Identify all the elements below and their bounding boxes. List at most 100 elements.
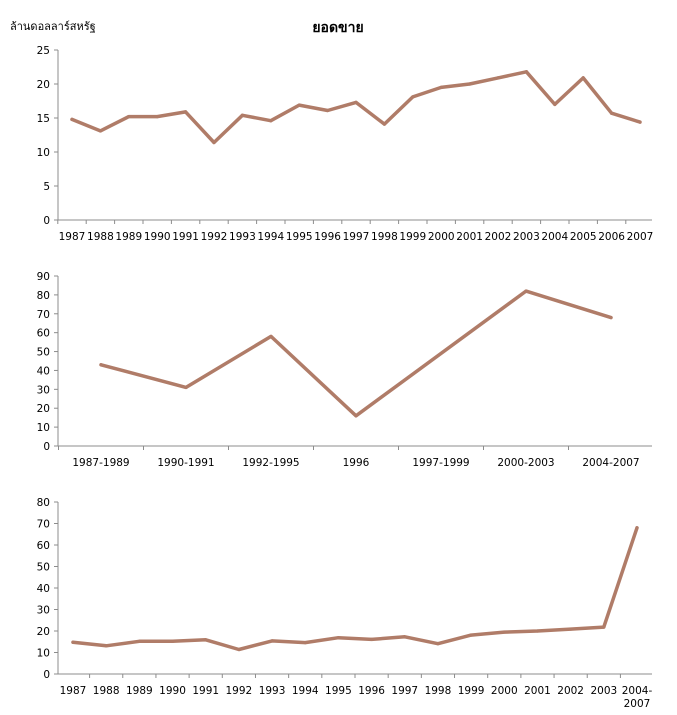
data-point <box>609 315 613 320</box>
data-point <box>204 638 208 642</box>
x-tick-label: 1994 <box>292 685 319 697</box>
y-tick-label: 0 <box>43 215 50 227</box>
data-point <box>635 526 639 530</box>
y-tick-label: 80 <box>37 497 50 509</box>
x-tick-label: 1987 <box>59 231 86 243</box>
x-tick-label: 1987 <box>60 685 87 697</box>
data-point <box>382 122 386 126</box>
data-point <box>170 639 175 643</box>
x-tick-label: 1994 <box>257 231 284 243</box>
x-tick-label: 2001 <box>456 231 483 243</box>
data-point <box>581 76 585 80</box>
data-point <box>99 363 103 367</box>
data-point <box>270 639 274 643</box>
y-tick-label: 40 <box>37 365 50 377</box>
data-point <box>535 629 540 633</box>
data-point <box>524 289 528 293</box>
x-tick-label: 2005 <box>570 231 597 243</box>
chart-3: 0 10 20 30 40 50 60 70 80 1987 1988 1989 1990 1991 199… <box>37 497 653 710</box>
x-tick-label: 2002 <box>485 231 512 243</box>
data-point <box>610 111 614 115</box>
data-point <box>354 414 358 418</box>
data-point <box>297 103 301 107</box>
y-tick-label: 25 <box>37 45 50 57</box>
x-tick-label: 1993 <box>229 231 256 243</box>
data-point <box>71 640 75 644</box>
y-tick-label: 50 <box>37 562 50 574</box>
chart-title: ยอดขาย <box>312 20 363 36</box>
chart-2: 0 10 20 30 40 50 60 70 80 90 1987-1989 1990-1991 199… <box>37 271 652 469</box>
data-point <box>411 95 415 99</box>
y-tick-label: 80 <box>37 290 50 302</box>
data-point <box>468 82 472 86</box>
data-point <box>303 641 307 645</box>
y-tick-label: 30 <box>37 384 50 396</box>
y-axis-label: ล้านดอลลาร์สหรัฐ <box>10 20 96 33</box>
x-tick-label: 1991 <box>192 685 219 697</box>
data-point <box>502 630 506 634</box>
data-point <box>553 102 557 106</box>
x-tick-label: 1997 <box>343 231 370 243</box>
x-tick-label: 1998 <box>371 231 398 243</box>
x-tick-label: 1991 <box>172 231 199 243</box>
data-point <box>354 100 358 104</box>
y-tick-label: 30 <box>37 605 50 617</box>
data-point <box>240 113 244 117</box>
data-point <box>212 140 216 145</box>
x-tick-label: 1998 <box>425 685 452 697</box>
y-tick-label: 70 <box>37 519 50 531</box>
series-line <box>71 526 639 652</box>
x-tick-label: 1990 <box>144 231 171 243</box>
x-tick-label: 1996 <box>314 231 341 243</box>
x-tick-label: 2006 <box>598 231 625 243</box>
x-tick-label: 2003 <box>513 231 540 243</box>
data-point <box>269 119 273 123</box>
y-tick-label: 15 <box>37 113 50 125</box>
x-tick-label: 1995 <box>286 231 313 243</box>
y-tick-label: 20 <box>37 79 50 91</box>
y-tick-label: 10 <box>37 147 50 159</box>
x-tick-label: 2004 <box>541 231 568 243</box>
data-point <box>237 647 241 652</box>
data-point <box>524 70 529 74</box>
x-tick-label: 1988 <box>87 231 114 243</box>
x-tick-label: 2002 <box>557 685 584 697</box>
x-tick-label: 1990 <box>159 685 186 697</box>
data-point <box>569 627 573 631</box>
y-tick-label: 0 <box>43 441 50 453</box>
x-tick-label: 1988 <box>93 685 120 697</box>
series-line <box>70 70 642 145</box>
y-tick-label: 5 <box>43 181 50 193</box>
data-point <box>496 76 500 80</box>
data-point <box>439 85 443 89</box>
y-tick-label: 20 <box>37 403 50 415</box>
series-line <box>99 289 613 418</box>
x-tick-label: 1999 <box>399 231 426 243</box>
x-tick-label: 1997-1999 <box>412 457 469 469</box>
data-point <box>436 642 440 646</box>
data-point <box>137 639 141 643</box>
data-point <box>638 120 642 124</box>
x-tick-label: 1989 <box>126 685 153 697</box>
x-tick-label: 1990-1991 <box>157 457 214 469</box>
y-tick-label: 20 <box>37 626 50 638</box>
x-tick-label: 1992 <box>226 685 253 697</box>
x-tick-label: 1999 <box>458 685 485 697</box>
data-point <box>403 635 407 639</box>
data-point <box>602 625 606 629</box>
x-tick-label: 1989 <box>115 231 142 243</box>
data-point <box>127 115 131 119</box>
x-tick-label: 2001 <box>524 685 551 697</box>
y-tick-label: 50 <box>37 347 50 359</box>
x-tick-label: 2007 <box>627 231 654 243</box>
data-point <box>336 636 341 640</box>
x-tick-label: 2003 <box>590 685 617 697</box>
y-tick-label: 70 <box>37 309 50 321</box>
x-tick-label: 2000 <box>428 231 455 243</box>
y-tick-label: 40 <box>37 583 50 595</box>
y-tick-label: 90 <box>37 271 50 283</box>
data-point <box>269 334 273 339</box>
x-tick-label: 1993 <box>259 685 286 697</box>
x-tick-label: 1992-1995 <box>242 457 299 469</box>
